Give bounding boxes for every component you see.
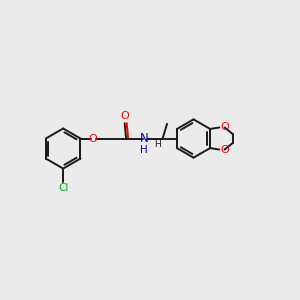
Text: N: N bbox=[140, 132, 149, 145]
Text: H: H bbox=[154, 140, 161, 149]
Text: O: O bbox=[221, 122, 230, 133]
Text: Cl: Cl bbox=[58, 183, 68, 193]
Text: O: O bbox=[121, 111, 129, 122]
Text: H: H bbox=[140, 145, 148, 155]
Text: O: O bbox=[221, 145, 230, 154]
Text: O: O bbox=[88, 134, 97, 143]
